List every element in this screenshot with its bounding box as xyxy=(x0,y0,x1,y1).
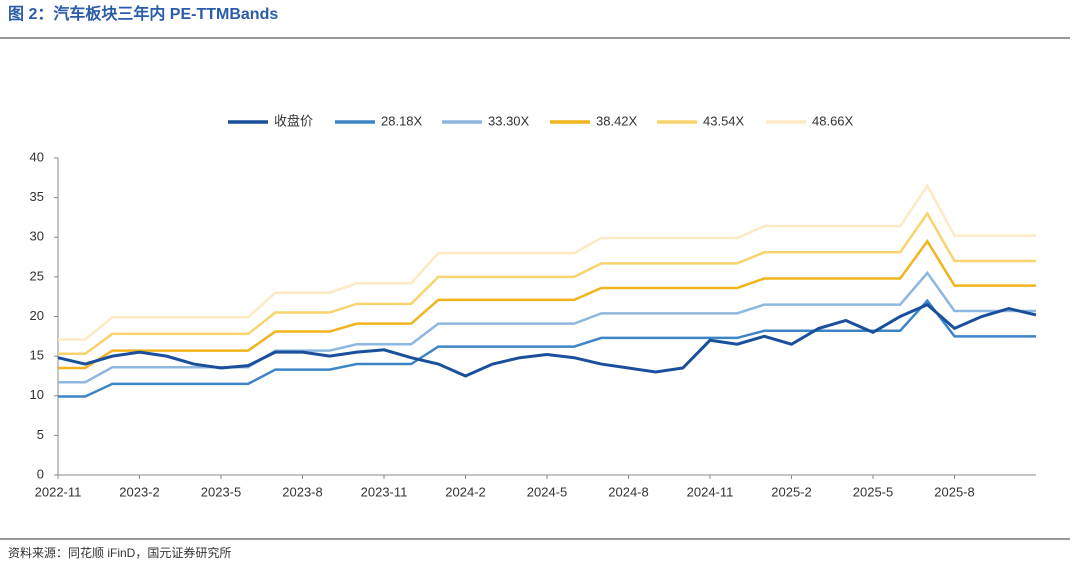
y-tick-label: 5 xyxy=(37,427,44,442)
y-tick-label: 0 xyxy=(37,466,44,481)
series-line xyxy=(57,302,1037,378)
legend-label: 收盘价 xyxy=(274,113,313,128)
legend-label: 28.18X xyxy=(381,113,423,128)
y-tick-label: 30 xyxy=(30,229,44,244)
x-tick-label: 2023-5 xyxy=(201,484,241,499)
y-tick-label: 10 xyxy=(30,387,44,402)
legend: 收盘价 28.18X 33.30X 38.42X 43.54X 48.66X xyxy=(228,113,854,128)
x-tick-label: 2025-8 xyxy=(934,484,974,499)
y-tick-label: 20 xyxy=(30,308,44,323)
x-tick-label: 2023-2 xyxy=(119,484,159,499)
x-tick-label: 2024-2 xyxy=(445,484,485,499)
series-line xyxy=(58,238,1036,370)
x-tick-label: 2025-5 xyxy=(853,484,893,499)
legend-label: 48.66X xyxy=(812,113,854,128)
legend-label: 38.42X xyxy=(596,113,638,128)
x-tick-label: 2023-11 xyxy=(361,484,408,499)
chart-title: 图 2：汽车板块三年内 PE-TTMBands xyxy=(8,4,278,23)
legend-label: 33.30X xyxy=(488,113,530,128)
y-tick-label: 25 xyxy=(30,268,44,283)
y-tick-label: 40 xyxy=(30,149,44,164)
y-tick-label: 15 xyxy=(30,348,44,363)
series-line xyxy=(58,298,1036,398)
y-tick-label: 35 xyxy=(30,189,44,204)
series-line xyxy=(58,183,1036,341)
source-note: 资料来源：同花顺 iFinD，国元证券研究所 xyxy=(8,545,231,560)
x-tick-label: 2023-8 xyxy=(282,484,322,499)
x-tick-label: 2025-2 xyxy=(771,484,811,499)
series-line xyxy=(58,211,1036,355)
x-tick-label: 2024-11 xyxy=(687,484,734,499)
x-tick-label: 2024-8 xyxy=(608,484,648,499)
x-tick-label: 2022-11 xyxy=(35,484,82,499)
legend-label: 43.54X xyxy=(703,113,745,128)
x-tick-label: 2024-5 xyxy=(527,484,567,499)
